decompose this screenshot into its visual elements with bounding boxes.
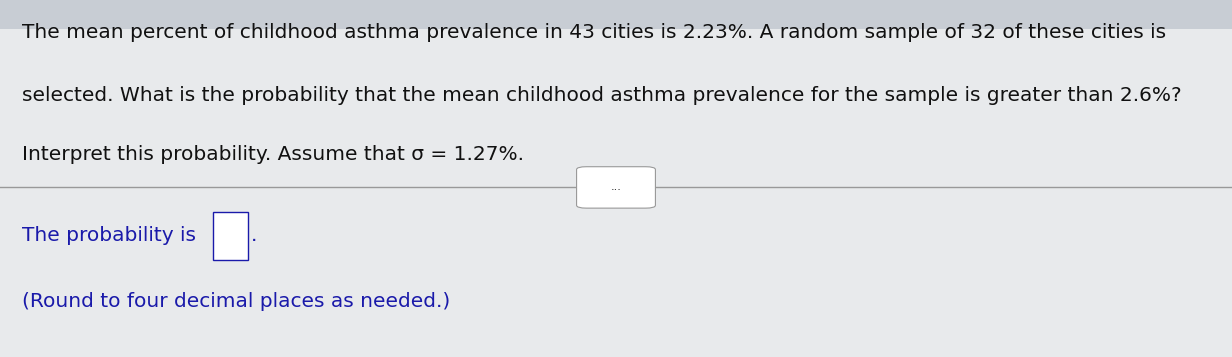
Text: Interpret this probability. Assume that σ = 1.27%.: Interpret this probability. Assume that …: [22, 145, 524, 164]
Text: (Round to four decimal places as needed.): (Round to four decimal places as needed.…: [22, 292, 451, 311]
Text: .: .: [251, 226, 257, 245]
Text: The probability is: The probability is: [22, 226, 202, 245]
FancyBboxPatch shape: [0, 29, 1232, 187]
Text: The mean percent of childhood asthma prevalence in 43 cities is 2.23%. A random : The mean percent of childhood asthma pre…: [22, 23, 1167, 42]
FancyBboxPatch shape: [577, 167, 655, 208]
Text: selected. What is the probability that the mean childhood asthma prevalence for : selected. What is the probability that t…: [22, 86, 1181, 105]
FancyBboxPatch shape: [0, 187, 1232, 357]
FancyBboxPatch shape: [0, 0, 1232, 29]
Text: ...: ...: [611, 182, 621, 192]
FancyBboxPatch shape: [213, 211, 248, 260]
